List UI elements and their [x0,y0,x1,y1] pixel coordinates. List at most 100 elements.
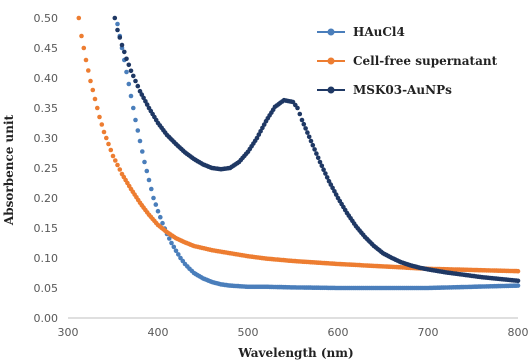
data-point [173,248,179,254]
data-point [79,33,84,39]
data-point [92,96,98,102]
data-point [301,121,307,127]
x-tick-label: 400 [148,326,169,339]
data-point [135,83,141,89]
data-point [330,185,335,191]
data-point [176,252,181,257]
legend-marker [327,57,335,65]
data-point [151,195,156,201]
data-point [117,167,123,172]
data-point [140,149,145,154]
data-point [310,142,316,148]
data-point [261,122,267,127]
legend-marker [327,86,335,94]
data-point [101,129,107,135]
x-tick-label: 600 [328,326,349,339]
data-point [315,155,321,161]
data-point [158,214,163,220]
legend-marker [327,28,335,36]
data-point [326,178,332,184]
series-layer [76,15,521,291]
y-tick-label: 0.25 [34,162,59,175]
data-point [88,78,93,84]
legend-label: MSK03-AuNPs [353,83,452,97]
y-tick-label: 0.50 [34,12,59,25]
x-tick-label: 500 [238,326,259,339]
y-tick-label: 0.15 [34,222,59,235]
data-point [314,151,319,156]
legend-label: HAuCl4 [353,25,405,39]
data-point [515,283,521,288]
data-point [90,87,96,93]
data-point [110,153,116,159]
data-point [86,68,91,73]
y-tick-label: 0.10 [34,252,59,265]
data-point [124,69,129,75]
y-tick-labels: 0.00 0.05 0.10 0.15 0.20 0.25 0.30 0.35 0.40 0.45… [34,12,59,325]
data-point [303,126,308,131]
data-point [108,147,114,153]
legend: HAuCl4 Cell-free supernatant MSK03-AuNPs [317,25,498,97]
data-point [146,177,152,183]
data-point [106,141,111,147]
x-tick-label: 300 [58,326,79,339]
data-point [160,220,165,226]
data-point [128,93,134,99]
data-point [131,105,136,111]
series-msk03-aunps [112,15,521,284]
data-point [126,81,132,87]
legend-item: MSK03-AuNPs [317,83,452,97]
data-point [131,73,136,79]
y-tick-label: 0.05 [34,282,59,295]
data-point [308,138,314,144]
data-point [144,168,150,174]
data-point [297,111,303,117]
x-tick-labels: 300 400 500 600 700 800 [58,326,529,339]
data-point [113,158,118,163]
legend-item: HAuCl4 [317,25,405,39]
data-point [254,135,260,141]
data-point [295,105,300,111]
data-point [135,128,141,133]
y-tick-label: 0.40 [34,72,59,85]
data-point [115,162,120,168]
data-point [167,236,172,241]
data-point [124,56,129,62]
y-tick-label: 0.35 [34,102,59,115]
data-point [83,57,89,63]
y-tick-label: 0.30 [34,132,59,145]
data-point [137,138,143,144]
data-point [117,35,123,40]
data-point [119,42,125,48]
data-point [137,88,143,94]
series-haucl4 [115,21,521,291]
data-point [112,15,118,21]
x-tick-label: 800 [508,326,529,339]
data-point [133,78,138,84]
data-point [97,114,102,120]
y-axis-title: Absorbence unit [2,114,16,226]
data-point [141,95,146,101]
data-point [122,49,127,55]
data-point [299,117,305,123]
data-point [155,208,161,214]
data-point [321,167,326,172]
series-cell-free-supernatant [76,15,521,274]
data-point [312,147,317,152]
data-point [515,268,521,274]
data-point [142,159,147,165]
x-tick-label: 700 [418,326,439,339]
data-point [305,130,310,135]
data-point [306,134,312,140]
data-point [323,171,328,176]
y-tick-label: 0.20 [34,192,59,205]
data-point [76,15,82,21]
data-point [169,240,174,246]
data-point [515,278,521,284]
data-point [171,244,177,250]
data-point [126,62,132,68]
data-point [144,102,150,107]
data-point [104,135,109,141]
data-point [333,192,339,197]
